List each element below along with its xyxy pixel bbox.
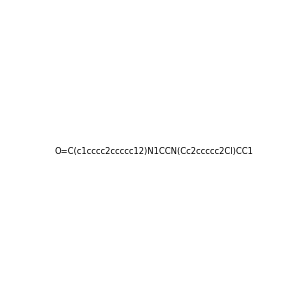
Text: O=C(c1cccc2ccccc12)N1CCN(Cc2ccccc2Cl)CC1: O=C(c1cccc2ccccc12)N1CCN(Cc2ccccc2Cl)CC1	[54, 147, 253, 156]
